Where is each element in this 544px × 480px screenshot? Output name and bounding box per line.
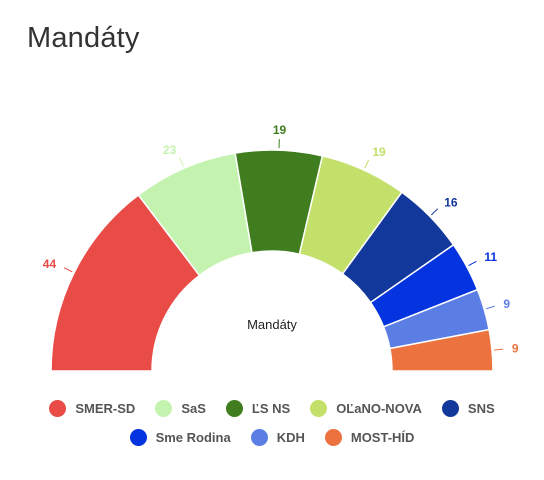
legend-label: KDH bbox=[276, 430, 305, 445]
value-connector bbox=[430, 208, 439, 216]
legend-item[interactable]: SaS bbox=[155, 400, 206, 417]
value-label: 11 bbox=[484, 250, 497, 264]
legend-item[interactable]: ĽS NS bbox=[225, 400, 291, 417]
legend-label: SaS bbox=[181, 401, 206, 416]
legend-item[interactable]: SMER-SD bbox=[49, 400, 135, 417]
legend-swatch bbox=[324, 429, 342, 446]
legend-label: MOST-HÍD bbox=[350, 430, 415, 445]
legend-label: ĽS NS bbox=[251, 401, 291, 416]
value-connector bbox=[468, 260, 477, 267]
legend-swatch bbox=[225, 400, 243, 417]
center-label: Mandáty bbox=[247, 317, 297, 332]
value-label: 44 bbox=[43, 257, 57, 271]
legend-swatch bbox=[441, 400, 459, 417]
legend-label: Sme Rodina bbox=[155, 430, 231, 445]
value-label: 19 bbox=[273, 123, 287, 137]
legend-item[interactable]: MOST-HÍD bbox=[324, 429, 415, 446]
legend-item[interactable]: Sme Rodina bbox=[129, 429, 231, 446]
value-label: 9 bbox=[503, 297, 510, 311]
legend-label: OĽaNO-NOVA bbox=[336, 401, 422, 416]
legend-swatch bbox=[129, 429, 147, 446]
value-labels-group: 44 23 19 19 16 11 9 9 bbox=[43, 123, 519, 355]
value-label: 16 bbox=[444, 195, 458, 209]
legend: SMER-SD SaS ĽS NS OĽaNO-NOVA SNS Sme Rodina KD… bbox=[0, 400, 544, 446]
legend-row: SMER-SD SaS ĽS NS OĽaNO-NOVA SNS bbox=[49, 400, 495, 417]
connectors-group bbox=[63, 139, 504, 351]
value-connector bbox=[179, 157, 184, 167]
legend-swatch bbox=[250, 429, 268, 446]
page-title: Mandáty bbox=[27, 22, 140, 54]
slice-most-h-d[interactable] bbox=[388, 328, 494, 372]
slices-group bbox=[50, 149, 494, 372]
legend-item[interactable]: OĽaNO-NOVA bbox=[310, 400, 422, 417]
value-connector bbox=[486, 305, 495, 310]
legend-swatch bbox=[49, 400, 67, 417]
value-connector bbox=[493, 348, 504, 351]
legend-item[interactable]: SNS bbox=[441, 400, 495, 417]
value-label: 19 bbox=[372, 145, 386, 159]
legend-label: SNS bbox=[467, 401, 495, 416]
value-label: 9 bbox=[512, 341, 519, 355]
legend-item[interactable]: KDH bbox=[250, 429, 305, 446]
semi-donut-chart: 44 23 19 19 16 11 9 9 Mandáty bbox=[43, 123, 519, 372]
legend-row: Sme Rodina KDH MOST-HÍD bbox=[129, 429, 415, 446]
legend-label: SMER-SD bbox=[75, 401, 136, 416]
legend-swatch bbox=[155, 400, 173, 417]
value-connector bbox=[63, 267, 73, 273]
legend-swatch bbox=[310, 400, 328, 417]
value-label: 23 bbox=[163, 143, 177, 157]
value-connector bbox=[364, 159, 370, 169]
